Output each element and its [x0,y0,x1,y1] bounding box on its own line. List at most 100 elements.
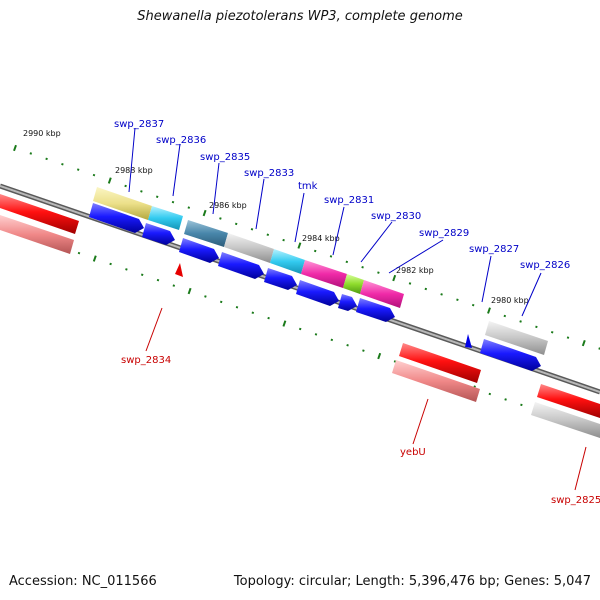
scale-tick-minor [488,392,492,396]
gene-arrow-swp2827[interactable] [480,339,541,371]
gene-label-swp2837[interactable]: swp_2837 [114,119,164,130]
topology-footer: Topology: circular; Length: 5,396,476 bp… [233,574,591,589]
gene-arrow-yebU-inner[interactable] [392,360,480,402]
scale-tick-minor [109,262,112,266]
gene-label-swp2834[interactable]: swp_2834 [121,355,171,366]
gene-block-swp2836[interactable] [148,206,183,230]
gene-arrow-swp2836[interactable] [142,223,175,245]
leader-swp2834 [145,307,163,352]
gene-arrow-swp2831[interactable] [296,280,339,306]
leader-swp2826 [521,272,542,317]
accession-footer: Accession: NC_011566 [9,574,157,589]
scale-tick-minor [520,403,523,407]
gene-label-swp2826[interactable]: swp_2826 [520,260,570,271]
gene-arrow-swp2833[interactable] [218,252,264,279]
gene-block-swp2835[interactable] [184,220,228,247]
gene-arrow-swp2834-inner[interactable] [0,215,74,254]
scale-tick-major [282,320,287,327]
leader-swp2833 [255,178,265,230]
scale-tick-minor [204,295,207,298]
scale-tick-major [107,177,112,184]
scale-tick-minor [219,217,222,220]
scale-tick-minor [566,336,570,339]
gene-label-swp2833[interactable]: swp_2833 [244,168,294,179]
scale-tick-minor [330,338,334,342]
scale-tick-minor [408,282,412,285]
gene-block-swp2837[interactable] [93,187,152,220]
scale-tick-major [92,255,97,262]
scale-tick-minor [550,330,554,334]
gene-label-yebU[interactable]: yebU [400,447,426,458]
tick-label-2982: 2982 kbp [396,266,434,275]
scale-tick-minor [314,333,318,336]
gene-arrow-swp2837[interactable] [89,203,144,233]
scale-tick-minor [267,316,270,320]
gene-arrow-swp2826[interactable] [465,334,472,348]
scale-tick-minor [282,238,285,242]
scale-tick-minor [251,311,255,315]
scale-tick-major [377,352,382,360]
scale-tick-minor [61,162,64,166]
scale-tick-minor [345,260,349,264]
scale-tick-major [297,242,302,249]
scale-tick-minor [124,184,127,188]
scale-tick-minor [362,349,365,352]
leader-tmk [294,192,305,243]
tick-label-2986: 2986 kbp [209,201,247,210]
scale-tick-minor [250,227,254,231]
scale-tick-major [13,144,17,152]
gene-block-yebU-outer[interactable] [399,343,481,383]
scale-tick-minor [503,314,507,318]
gene-block-swp2827[interactable] [485,321,548,355]
scale-tick-minor [456,298,459,302]
reverse-strand-genes [0,215,600,438]
scale-tick-minor [234,222,238,226]
scale-tick-minor [346,343,349,347]
gene-label-swp2836[interactable]: swp_2836 [156,135,206,146]
gene-block-tmk[interactable] [270,249,305,274]
scale-tick-minor [219,300,223,304]
tick-label-2988: 2988 kbp [115,166,153,175]
scale-tick-major [392,274,397,282]
gene-arrow-swp2829[interactable] [356,298,395,322]
leader-swp2825 [574,446,587,491]
scale-tick-marks [0,144,600,428]
gene-label-tmk[interactable]: tmk [298,181,318,192]
gene-arrow-swp2825-inner[interactable] [531,402,600,438]
scale-tick-minor [519,320,522,323]
leader-yebU [412,398,429,445]
scale-tick-minor [424,287,428,291]
scale-tick-major [487,307,491,314]
scale-tick-minor [125,268,128,271]
scale-tick-major [187,287,192,295]
gene-label-swp2829[interactable]: swp_2829 [419,228,469,239]
gene-block-swp2831[interactable] [301,260,347,288]
forward-strand-genes [89,203,541,371]
scale-tick-minor [76,168,80,171]
gene-arrow-swp2830[interactable] [338,294,357,311]
gene-label-swp2831[interactable]: swp_2831 [324,195,374,206]
gene-labels-top: swp_2837 swp_2836 swp_2835 swp_2833 tmk … [114,119,570,317]
gene-block-swp2825-outer[interactable] [537,384,600,418]
gene-label-swp2825[interactable]: swp_2825 [551,495,600,506]
genome-title: Shewanella piezotolerans WP3, complete g… [137,9,463,24]
gene-label-swp2830[interactable]: swp_2830 [371,211,421,222]
gene-block-swp2833[interactable] [224,233,274,263]
gene-label-swp2827[interactable]: swp_2827 [469,244,519,255]
leader-swp2837 [128,127,136,193]
gene-arrow-swp2834-marker[interactable] [175,263,183,277]
tick-label-2990: 2990 kbp [23,129,61,138]
gene-arrow-tmk[interactable] [264,268,297,290]
gene-label-swp2835[interactable]: swp_2835 [200,152,250,163]
scale-tick-minor [156,278,160,282]
scale-tick-minor [440,293,443,296]
gene-block-swp2834-outer[interactable] [0,194,79,234]
leader-swp2830 [360,221,393,263]
scale-tick-minor [29,152,33,155]
gene-arrow-swp2835[interactable] [179,238,219,263]
scale-tick-labels: 2990 kbp 2988 kbp 2986 kbp 2984 kbp 2982… [23,129,529,305]
gene-block-swp2830[interactable] [343,274,364,294]
scale-tick-minor [171,200,175,204]
gene-block-swp2829[interactable] [360,280,404,308]
